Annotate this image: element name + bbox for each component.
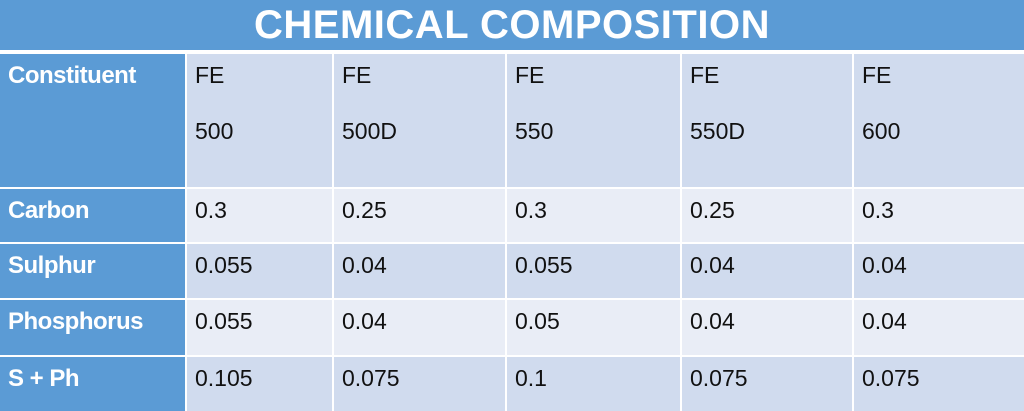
header-line: 550D xyxy=(690,118,745,144)
header-cell: FE 500 xyxy=(187,54,332,187)
header-cell: FE 550D xyxy=(682,54,852,187)
value-cell: 0.3 xyxy=(187,189,332,242)
header-line: 600 xyxy=(862,118,901,144)
value-cell: 0.105 xyxy=(187,357,332,411)
row-label: Phosphorus xyxy=(0,300,185,355)
row-label: S + Ph xyxy=(0,357,185,411)
value-cell: 0.04 xyxy=(854,300,1024,355)
value-cell: 0.075 xyxy=(682,357,852,411)
value-cell: 0.055 xyxy=(187,300,332,355)
value-cell: 0.055 xyxy=(187,244,332,298)
value-cell: 0.3 xyxy=(507,189,680,242)
row-label: Sulphur xyxy=(0,244,185,298)
value-cell: 0.075 xyxy=(854,357,1024,411)
header-line: FE xyxy=(862,62,892,88)
header-cell: FE 600 xyxy=(854,54,1024,187)
value-cell: 0.25 xyxy=(682,189,852,242)
value-cell: 0.1 xyxy=(507,357,680,411)
header-line: FE xyxy=(342,62,372,88)
header-line: FE xyxy=(195,62,225,88)
header-cell: FE 550 xyxy=(507,54,680,187)
value-cell: 0.25 xyxy=(334,189,505,242)
header-line: FE xyxy=(690,62,720,88)
header-line: FE xyxy=(515,62,545,88)
value-cell: 0.04 xyxy=(682,244,852,298)
header-line: 500D xyxy=(342,118,397,144)
header-cell: Constituent xyxy=(0,54,185,187)
value-cell: 0.3 xyxy=(854,189,1024,242)
value-cell: 0.04 xyxy=(334,244,505,298)
value-cell: 0.04 xyxy=(682,300,852,355)
header-cell: FE 500D xyxy=(334,54,505,187)
value-cell: 0.075 xyxy=(334,357,505,411)
value-cell: 0.04 xyxy=(854,244,1024,298)
row-label: Carbon xyxy=(0,189,185,242)
header-line: 550 xyxy=(515,118,554,144)
header-line: 500 xyxy=(195,118,234,144)
title: CHEMICAL COMPOSITION xyxy=(0,0,1024,50)
value-cell: 0.05 xyxy=(507,300,680,355)
value-cell: 0.04 xyxy=(334,300,505,355)
value-cell: 0.055 xyxy=(507,244,680,298)
